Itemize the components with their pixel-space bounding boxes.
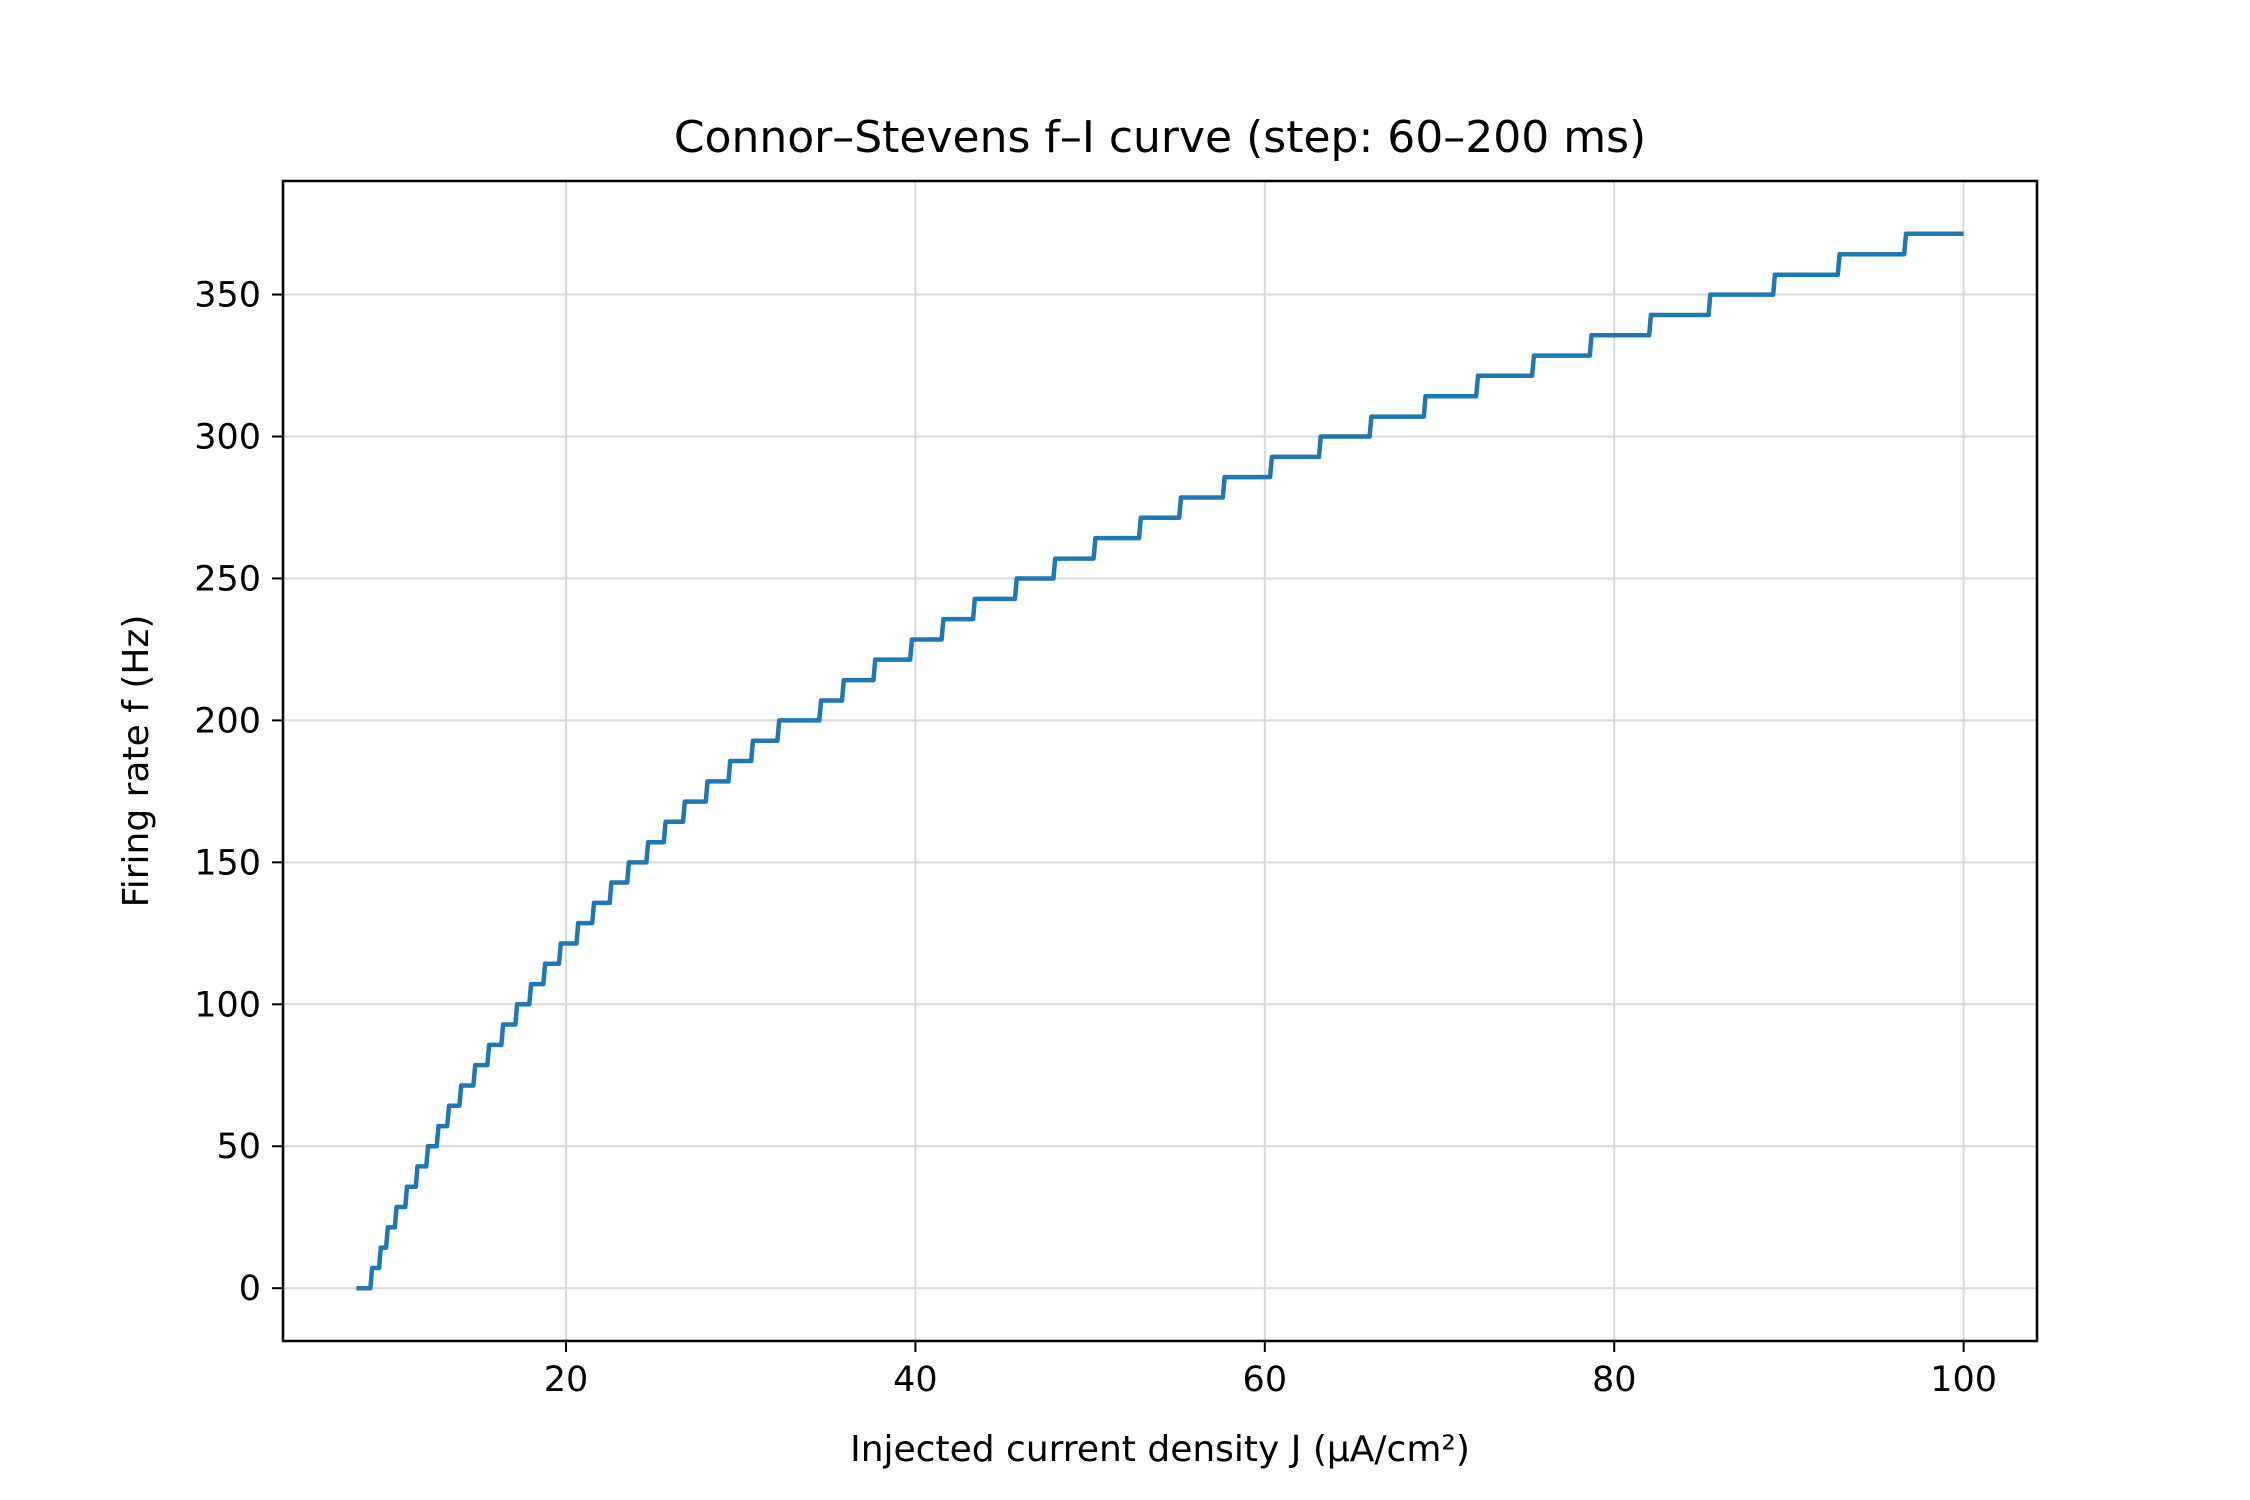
axis-ticks: 20 40 60 80 100 0 50 100 150 200 250 300 350	[194, 276, 1997, 1400]
series-layer	[356, 231, 1964, 1291]
series-line-0	[356, 231, 1964, 1291]
plot-frame	[281, 179, 2039, 1343]
y-tick-label-4: 200	[194, 701, 261, 741]
y-axis-label: Firing rate f (Hz)	[116, 615, 157, 908]
y-tick-label-1: 50	[216, 1127, 261, 1167]
x-tick-label-1: 40	[893, 1360, 938, 1400]
y-tick-label-3: 150	[194, 843, 261, 883]
y-tick-label-2: 100	[194, 985, 261, 1025]
y-tick-label-7: 350	[194, 276, 261, 316]
x-tick-label-3: 80	[1592, 1360, 1637, 1400]
x-tick-label-0: 20	[544, 1360, 589, 1400]
x-axis-label: Injected current density J (μA/cm²)	[850, 1429, 1470, 1470]
x-tick-label-2: 60	[1243, 1360, 1288, 1400]
y-tick-label-5: 250	[194, 559, 261, 599]
y-tick-label-0: 0	[239, 1269, 261, 1309]
y-tick-label-6: 300	[194, 418, 261, 458]
chart-title: Connor–Stevens f–I curve (step: 60–200 m…	[674, 112, 1646, 163]
x-tick-label-4: 100	[1930, 1360, 1997, 1400]
